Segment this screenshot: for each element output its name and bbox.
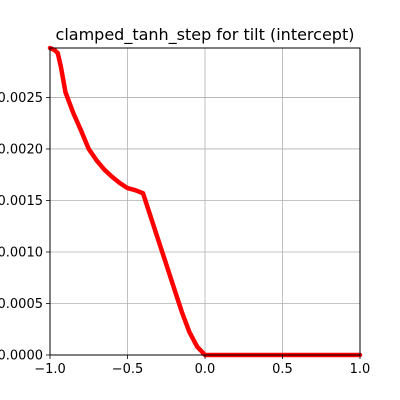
y-tick-label: 0.0010	[0, 245, 43, 260]
series-layer	[47, 45, 363, 358]
series-line	[47, 45, 363, 358]
chart-title: clamped_tanh_step for tilt (intercept)	[56, 25, 355, 45]
x-tick-label: 0.5	[272, 362, 293, 377]
x-tick-label: −0.5	[112, 362, 144, 377]
y-tick-label: 0.0005	[0, 297, 43, 312]
x-tick-label: −1.0	[34, 362, 66, 377]
y-tick-label: 0.0025	[0, 91, 43, 106]
grid	[49, 48, 361, 356]
y-tick-label: 0.0020	[0, 142, 43, 157]
y-tick-label: 0.0015	[0, 194, 43, 209]
axis-ticks: −1.0 −0.5 0.0 0.5 1.0 0.0000 0.0005 0.0010 0.001…	[0, 91, 370, 377]
x-tick-label: 0.0	[195, 362, 216, 377]
x-tick-label: 1.0	[350, 362, 371, 377]
y-tick-label: 0.0000	[0, 349, 43, 364]
